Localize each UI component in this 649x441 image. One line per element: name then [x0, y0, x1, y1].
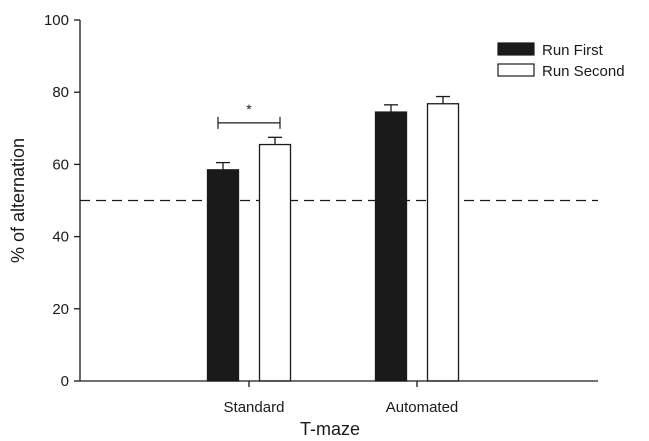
y-tick-label: 20	[52, 301, 69, 318]
bar-run-first-standard	[206, 169, 240, 382]
plot-area: *	[80, 95, 598, 382]
y-tick-label: 60	[52, 156, 69, 173]
bar-run-second-standard	[258, 143, 292, 382]
y-tick-label: 100	[44, 12, 69, 29]
significance-bracket: *	[217, 101, 281, 129]
x-ticks: Standard Automated	[224, 381, 459, 416]
axes	[79, 20, 598, 382]
legend: Run First Run Second	[497, 42, 625, 80]
y-tick-label: 80	[52, 84, 69, 101]
bar-run-first-automated	[374, 111, 408, 382]
y-tick-label: 40	[52, 229, 69, 246]
legend-label-run-first: Run First	[542, 42, 604, 59]
x-axis-title: T-maze	[300, 419, 360, 439]
y-ticks: 0 20 40 60 80 100	[44, 12, 80, 390]
bar-run-second-automated	[426, 103, 460, 382]
legend-label-run-second: Run Second	[542, 63, 625, 80]
legend-swatch-run-first	[497, 42, 535, 56]
x-tick-label: Standard	[224, 399, 285, 416]
significance-asterisk: *	[246, 101, 252, 117]
x-tick-label: Automated	[386, 399, 459, 416]
y-axis-title: % of alternation	[8, 138, 28, 263]
legend-swatch-run-second	[497, 63, 535, 77]
y-tick-label: 0	[61, 373, 69, 390]
